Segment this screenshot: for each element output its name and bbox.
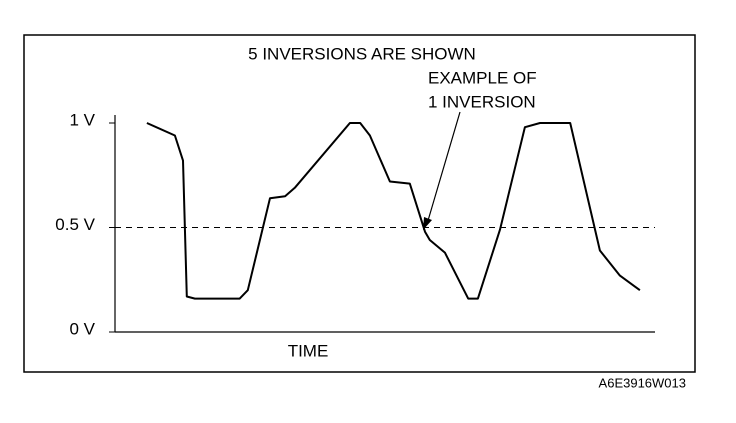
y-tick-label: 0 V	[69, 319, 95, 338]
y-tick-label: 0.5 V	[55, 215, 95, 234]
annotation-line: 1 INVERSION	[428, 92, 536, 111]
signal-line	[146, 122, 641, 300]
frame	[23, 34, 696, 373]
figure-code: A6E3916W013	[599, 375, 686, 390]
annotation-arrow	[426, 111, 461, 225]
y-tick-label: 1 V	[69, 110, 95, 129]
x-axis-label: TIME	[288, 341, 329, 360]
annotation-line: EXAMPLE OF	[428, 68, 537, 87]
arrow-head	[423, 217, 432, 230]
chart-title: 5 INVERSIONS ARE SHOWN	[248, 44, 476, 63]
